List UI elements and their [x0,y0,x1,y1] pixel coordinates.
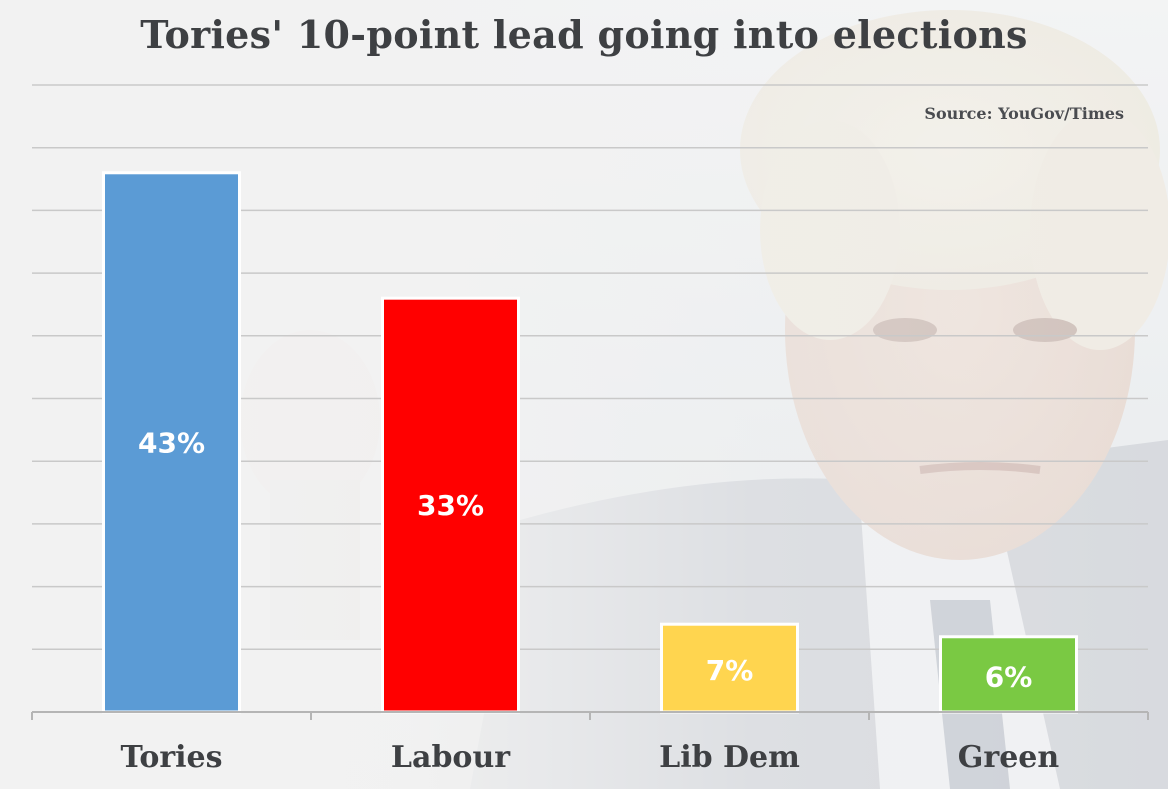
bar-tories [102,171,241,714]
category-label: Lib Dem [659,740,800,775]
data-label: 33% [417,489,484,522]
category-label: Labour [391,740,511,775]
data-label: 43% [138,426,205,459]
labels: 43% Tories 33% Labour 7% Lib Dem 6% Green [120,426,1059,775]
category-label: Tories [120,740,222,775]
bar-green [939,635,1078,714]
data-label: 6% [985,660,1033,693]
chart-title: Tories' 10-point lead going into electio… [140,12,1028,57]
bars [102,171,1078,714]
bar-labour [381,296,520,714]
source-note: Source: YouGov/Times [924,104,1124,123]
bar-lib-dem [660,622,799,714]
x-axis [31,711,1149,720]
data-label: 7% [706,654,754,687]
category-label: Green [958,740,1060,775]
